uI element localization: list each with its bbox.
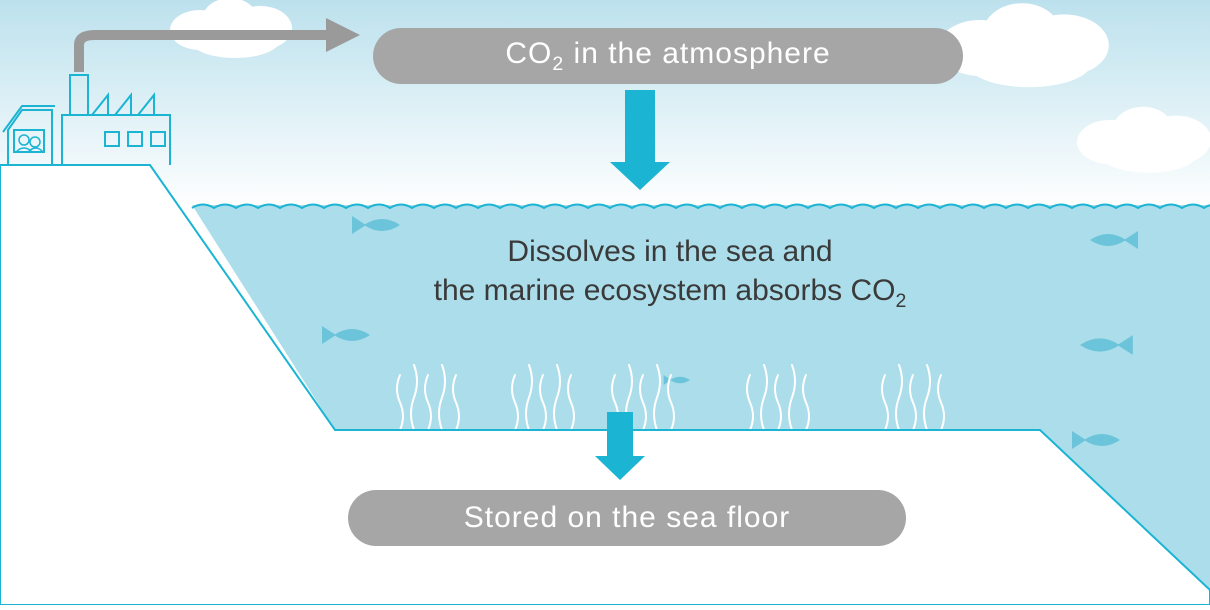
atmos-post: in the atmosphere: [564, 37, 830, 70]
sea-line2: the marine ecosystem absorbs CO2: [320, 271, 1020, 314]
co2-cycle-diagram: CO2 in the atmosphere Dissolves in the s…: [0, 0, 1210, 605]
label-sea-process: Dissolves in the sea and the marine ecos…: [320, 232, 1020, 314]
atmos-sub: 2: [552, 53, 564, 75]
sea-line1: Dissolves in the sea and: [320, 232, 1020, 271]
atmos-pre: CO: [505, 37, 552, 70]
stored-text: Stored on the sea floor: [464, 501, 791, 535]
label-atmosphere: CO2 in the atmosphere: [373, 28, 963, 84]
label-stored: Stored on the sea floor: [348, 490, 906, 546]
